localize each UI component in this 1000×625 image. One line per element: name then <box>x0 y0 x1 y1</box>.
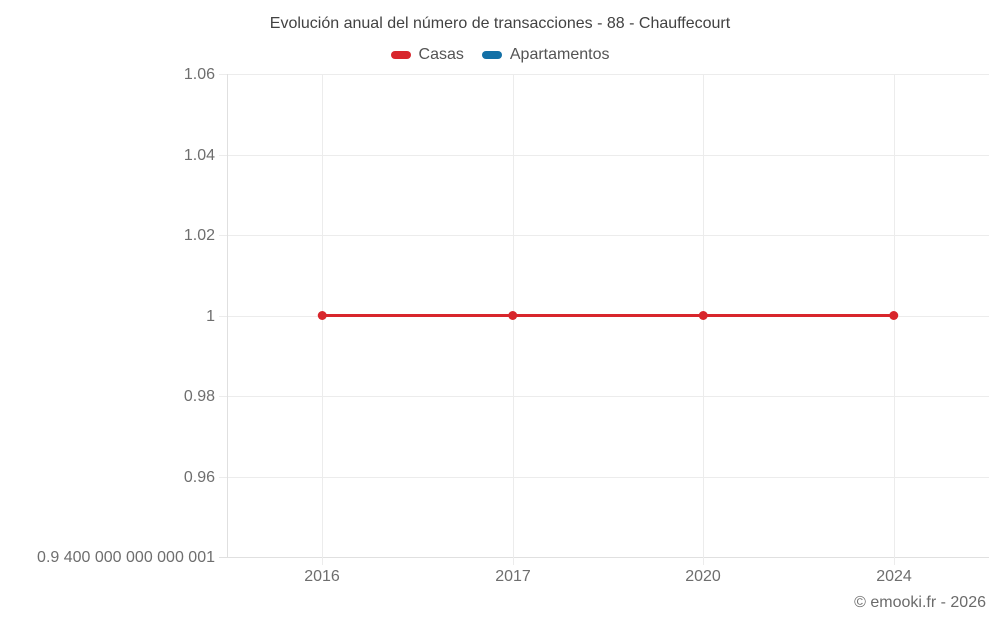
x-tick-label: 2024 <box>876 568 912 585</box>
y-axis-line <box>227 74 228 557</box>
data-point <box>698 311 708 320</box>
y-tick-label: 0.98 <box>183 388 215 405</box>
data-point <box>889 311 899 320</box>
chart-title: Evolución anual del número de transaccio… <box>269 15 731 32</box>
y-tick-label: 1.06 <box>183 66 215 83</box>
data-point <box>317 311 327 320</box>
legend-item-apartamentos[interactable]: Apartamentos <box>481 46 610 64</box>
gridline-horizontal <box>219 155 989 156</box>
gridline-horizontal <box>219 396 989 397</box>
legend-label-casas: Casas <box>418 46 464 63</box>
legend-label-apartamentos: Apartamentos <box>509 46 610 63</box>
y-tick-label: 1.04 <box>183 147 215 164</box>
y-tick-label: 1 <box>206 308 215 325</box>
legend-swatch-apartamentos-icon <box>481 51 502 59</box>
legend-item-casas[interactable]: Casas <box>390 46 464 64</box>
data-point <box>508 311 518 320</box>
y-tick-label: 0.96 <box>183 469 215 486</box>
x-tick-label: 2016 <box>304 568 340 585</box>
x-axis-line <box>219 557 989 558</box>
gridline-horizontal <box>219 74 989 75</box>
gridline-horizontal <box>219 477 989 478</box>
x-tick-label: 2017 <box>495 568 531 585</box>
credit-footer: © emooki.fr - 2026 <box>854 594 986 611</box>
legend-swatch-casas-icon <box>390 51 411 59</box>
x-tick-label: 2020 <box>685 568 721 585</box>
legend: Casas Apartamentos <box>0 46 1000 64</box>
gridline-horizontal <box>219 235 989 236</box>
y-tick-label: 1.02 <box>183 227 215 244</box>
y-tick-label: 0.9 400 000 000 000 001 <box>37 549 215 566</box>
